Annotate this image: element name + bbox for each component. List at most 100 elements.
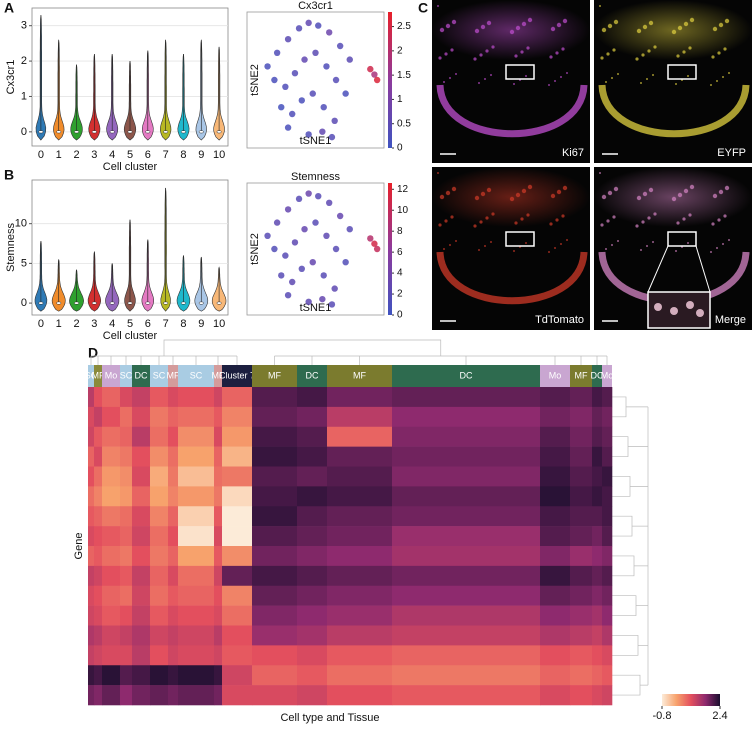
heatmap-cell — [102, 546, 121, 567]
cell-signal — [687, 242, 689, 244]
heatmap-cell — [297, 645, 328, 666]
heatmap-cell — [252, 685, 298, 706]
cell-point — [328, 133, 336, 141]
cell-signal — [520, 50, 524, 54]
heatmap-cell — [592, 625, 603, 646]
heatmap-cell — [570, 546, 593, 567]
x-tick-label: 10 — [213, 149, 225, 161]
cell-signal — [438, 223, 442, 227]
cell-signal — [525, 75, 527, 77]
cell-signal — [677, 192, 683, 198]
cell-signal — [513, 83, 515, 85]
heatmap-cell — [297, 466, 328, 487]
heatmap-cell — [570, 526, 593, 547]
cell-point — [320, 272, 327, 279]
heatmap-cell — [592, 546, 603, 567]
heatmap-cell — [102, 406, 121, 428]
heatmap-cell — [120, 486, 133, 507]
heatmap-cell — [120, 685, 133, 706]
heatmap-cell — [392, 406, 541, 428]
colorbar-tick-label: 10 — [397, 205, 409, 216]
cell-signal — [688, 213, 692, 217]
cell-signal — [479, 53, 483, 57]
group-label: MF — [212, 370, 225, 380]
heatmap-cell — [252, 546, 298, 567]
heatmap-cell — [222, 466, 253, 487]
heatmap-cell — [102, 565, 121, 587]
heatmap-cell — [168, 585, 179, 606]
cell-point — [271, 76, 278, 84]
cell-signal — [473, 57, 477, 61]
median — [74, 130, 79, 134]
median — [38, 301, 44, 305]
micrograph-label: Merge — [715, 314, 746, 326]
cell-signal — [676, 54, 680, 58]
heatmap-cell — [297, 387, 328, 408]
cell-signal — [439, 194, 445, 200]
tissue-top — [432, 0, 590, 60]
heatmap-cell — [120, 665, 133, 686]
cell-signal — [548, 84, 550, 86]
heatmap-cell — [602, 546, 613, 567]
heatmap-cell — [222, 506, 253, 527]
group-band — [570, 365, 592, 387]
cell-signal — [566, 72, 568, 74]
heatmap-cell — [132, 387, 151, 408]
heatmap-cell — [214, 406, 223, 428]
cell-signal — [689, 184, 695, 190]
inset-cell — [686, 301, 694, 309]
cell-point — [282, 252, 289, 259]
colorbar-tick-label: 1.5 — [397, 70, 411, 81]
heatmap-cell — [88, 645, 95, 666]
heatmap-cell — [150, 446, 169, 467]
tissue-band — [436, 84, 588, 138]
median — [145, 130, 151, 134]
cell-signal — [525, 242, 527, 244]
cell-point — [328, 301, 336, 308]
cell-signal — [549, 222, 553, 226]
heatmap-cell — [120, 605, 133, 626]
cell-signal — [652, 241, 654, 243]
heatmap-cell — [168, 565, 179, 587]
heatmap-cell — [297, 506, 328, 527]
heatmap-cell — [94, 625, 103, 646]
heatmap-cell — [540, 486, 571, 507]
cell-point — [336, 212, 344, 220]
group-label: DC — [591, 370, 604, 380]
heatmap-cell — [252, 645, 298, 666]
heatmap-cell — [592, 585, 603, 606]
colorbar-tick-label: 6 — [397, 247, 403, 258]
micrograph-label: Ki67 — [562, 147, 584, 159]
heatmap-cell — [392, 426, 541, 447]
heatmap-cell — [540, 685, 571, 706]
cell-signal — [450, 48, 454, 52]
heatmap-cell — [327, 387, 393, 408]
heatmap-cell — [214, 625, 223, 646]
median — [198, 301, 204, 305]
x-tick-label: 5 — [127, 149, 133, 161]
cell-signal — [444, 52, 448, 56]
cell-signal — [484, 78, 486, 80]
heatmap-cell — [602, 506, 613, 527]
median — [163, 130, 169, 134]
heatmap-cell — [120, 585, 133, 606]
colorbar-tick-label: 2 — [397, 45, 403, 56]
heatmap-cell — [102, 665, 121, 686]
cell-signal — [560, 243, 562, 245]
heatmap-cell — [132, 406, 151, 428]
heatmap-cell — [222, 665, 253, 686]
colorbar-tick-label: 0 — [397, 310, 403, 321]
cell-signal — [682, 217, 686, 221]
heatmap-cell — [392, 685, 541, 706]
group-band — [297, 365, 327, 387]
tissue-band — [598, 84, 750, 138]
cell-signal — [450, 215, 454, 219]
cell-signal — [601, 27, 607, 33]
heatmap-cell — [178, 665, 215, 686]
heatmap-cell — [602, 387, 613, 408]
x-tick-label: 5 — [127, 318, 133, 330]
median — [38, 130, 44, 134]
cell-signal — [439, 27, 445, 33]
heatmap-cell — [592, 526, 603, 547]
cell-signal — [712, 26, 718, 32]
